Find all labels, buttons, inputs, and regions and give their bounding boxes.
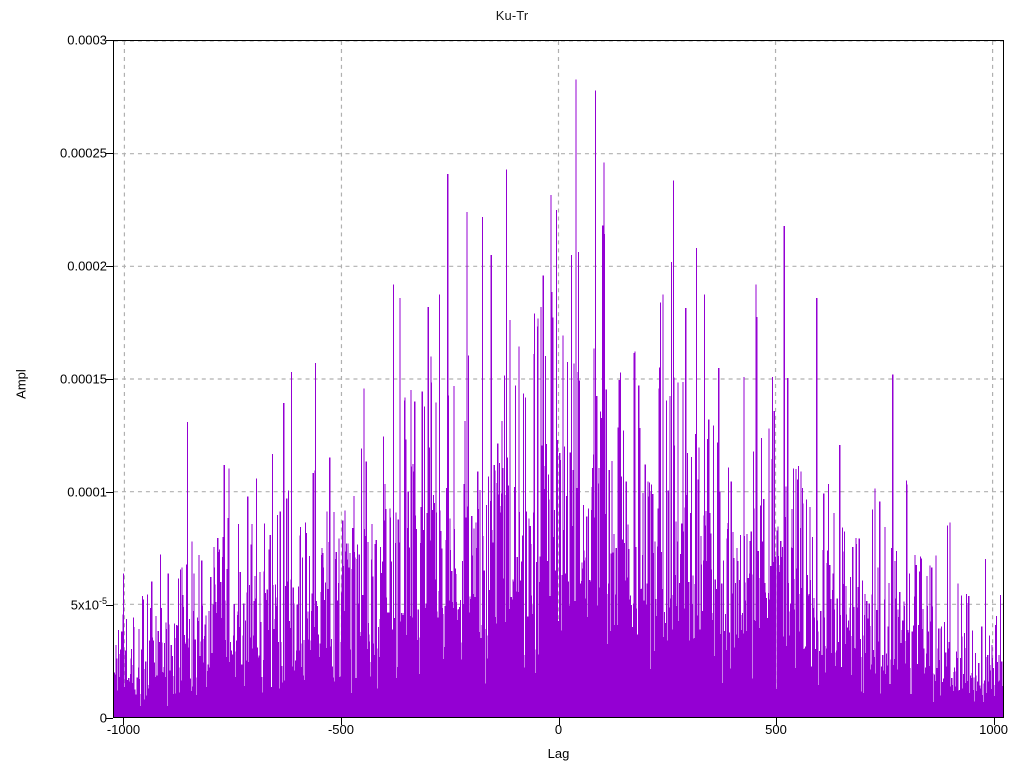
chart-title: Ku-Tr — [495, 8, 529, 23]
y-tick-mark — [106, 379, 113, 380]
y-tick-mark — [106, 40, 113, 41]
gridlines — [114, 41, 1003, 717]
x-axis-label: Lag — [547, 746, 570, 761]
y-tick-mark — [106, 492, 113, 493]
y-tick-mark — [106, 266, 113, 267]
y-tick-label: 0 — [99, 710, 107, 726]
y-tick-mark — [106, 153, 113, 154]
data-series-ku-tr — [114, 79, 1003, 717]
y-tick-label: 5x10-5 — [70, 596, 107, 613]
plot-area — [113, 40, 1004, 718]
x-tick-label: 500 — [765, 722, 787, 737]
y-tick-label: 0.00015 — [60, 371, 107, 387]
y-tick-label: 0.0002 — [67, 258, 107, 274]
y-tick-label: 0.0001 — [67, 484, 107, 500]
x-tick-label: 1000 — [979, 722, 1009, 737]
y-tick-label: 0.00025 — [60, 145, 107, 161]
x-tick-label: 0 — [554, 722, 563, 737]
y-tick-label: 0.0003 — [67, 32, 107, 48]
y-tick-mark — [106, 605, 113, 606]
x-tick-label: -500 — [327, 722, 354, 737]
y-axis-tick-labels: 0 5x10-5 0.0001 0.00015 0.0002 0.00025 0.0003 — [0, 33, 107, 726]
x-axis-tick-labels: -1000 -500 0 500 1000 — [107, 722, 1008, 744]
y-tick-mark — [106, 718, 113, 719]
x-tick-label: -1000 — [106, 722, 141, 737]
